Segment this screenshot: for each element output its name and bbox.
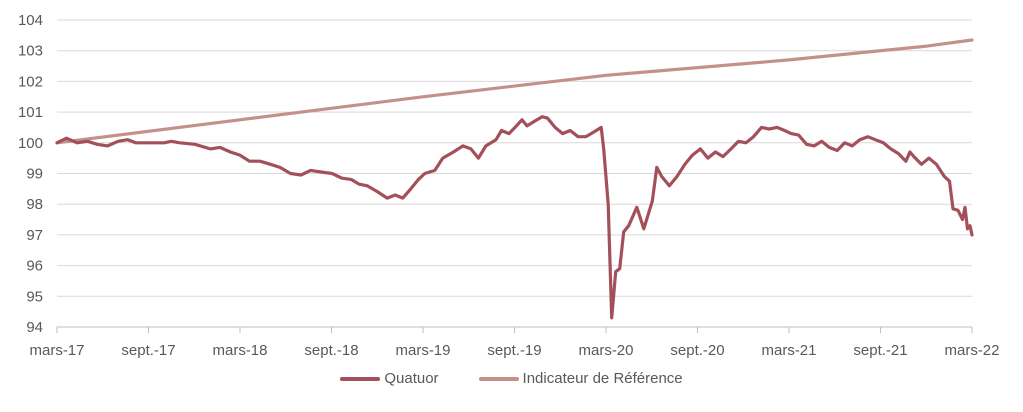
y-tick-label-94: 94 — [26, 319, 43, 336]
y-tick-label-95: 95 — [26, 288, 43, 305]
x-tick-label-10: mars-22 — [944, 342, 999, 359]
x-tick-label-6: mars-20 — [578, 342, 633, 359]
series-line-quatuor — [55, 115, 974, 320]
y-tick-label-99: 99 — [26, 166, 43, 183]
x-tick-label-0: mars-17 — [29, 342, 84, 359]
gridlines — [57, 19, 972, 297]
legend-item-reference: Indicateur de Référence — [478, 370, 683, 387]
x-tick-label-1: sept.-17 — [121, 342, 175, 359]
y-tick-label-103: 103 — [18, 43, 43, 60]
y-tick-label-98: 98 — [26, 196, 43, 213]
x-tick-label-9: sept.-21 — [853, 342, 907, 359]
legend: Quatuor Indicateur de Référence — [0, 370, 1023, 387]
x-tick-label-7: sept.-20 — [670, 342, 724, 359]
y-tick-label-104: 104 — [18, 12, 43, 29]
x-tick-label-8: mars-21 — [761, 342, 816, 359]
series-line-reference — [55, 38, 974, 145]
legend-label-quatuor: Quatuor — [384, 370, 439, 387]
legend-swatch-reference — [478, 376, 519, 381]
x-tick-label-4: mars-19 — [395, 342, 450, 359]
legend-label-reference: Indicateur de Référence — [522, 370, 683, 387]
series-lines — [55, 38, 974, 320]
line-chart-svg: 94 95 96 97 98 99 100 101 102 103 104 mars-17 sept.… — [18, 12, 1000, 359]
x-tick-label-3: sept.-18 — [304, 342, 358, 359]
y-tick-label-97: 97 — [26, 227, 43, 244]
x-axis: mars-17 sept.-17 mars-18 sept.-18 mars-19 sep… — [29, 326, 1000, 359]
legend-swatch-quatuor — [340, 376, 381, 381]
y-tick-label-102: 102 — [18, 73, 43, 90]
legend-item-quatuor: Quatuor — [340, 370, 439, 387]
x-tick-label-2: mars-18 — [212, 342, 267, 359]
y-tick-label-96: 96 — [26, 258, 43, 275]
y-axis-labels: 94 95 96 97 98 99 100 101 102 103 104 — [18, 12, 43, 336]
y-tick-label-101: 101 — [18, 104, 43, 121]
y-tick-label-100: 100 — [18, 135, 43, 152]
x-tick-label-5: sept.-19 — [487, 342, 541, 359]
